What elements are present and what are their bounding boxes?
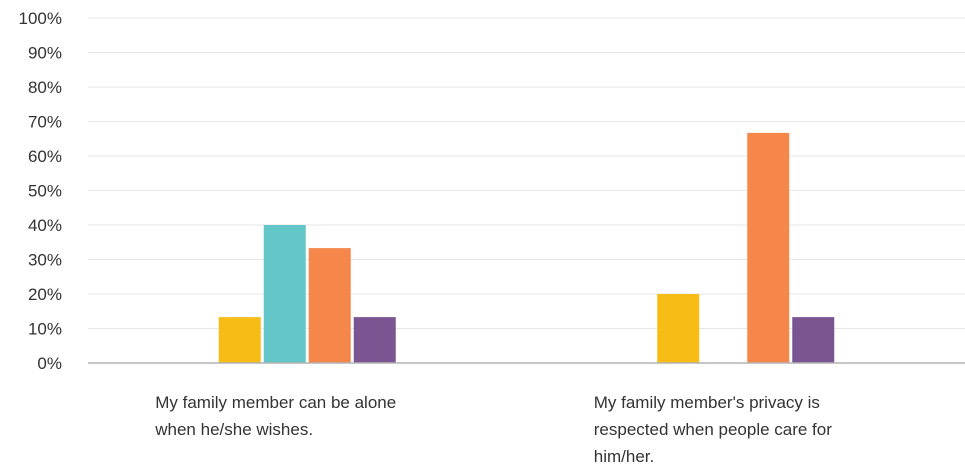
y-tick-label: 60% [28, 147, 62, 166]
y-tick-label: 80% [28, 78, 62, 97]
y-tick-label: 40% [28, 216, 62, 235]
y-tick-label: 100% [19, 9, 62, 28]
y-axis-labels: 0% 10% 20% 30% 40% 50% 60% 70% 80% 90% 100% [19, 9, 62, 373]
x-category-label: when he/she wishes. [154, 420, 313, 439]
bar [747, 132, 790, 363]
y-tick-label: 10% [28, 320, 62, 339]
y-tick-label: 20% [28, 285, 62, 304]
bar [308, 248, 351, 363]
y-tick-label: 30% [28, 251, 62, 270]
x-category-label: him/her. [594, 447, 654, 466]
bar [792, 317, 835, 363]
y-tick-label: 50% [28, 182, 62, 201]
y-tick-label: 70% [28, 113, 62, 132]
x-category-label: respected when people care for [594, 420, 832, 439]
x-category-label: My family member can be alone [155, 393, 396, 412]
bar [263, 225, 306, 363]
gridlines [88, 17, 965, 329]
bar [218, 317, 261, 363]
bars [218, 132, 835, 363]
bar [353, 317, 396, 363]
x-category-label: My family member's privacy is [594, 393, 820, 412]
y-tick-label: 90% [28, 44, 62, 63]
y-tick-label: 0% [37, 354, 62, 373]
x-axis-labels: My family member can be alone when he/she… [154, 393, 832, 466]
bar [657, 294, 700, 363]
